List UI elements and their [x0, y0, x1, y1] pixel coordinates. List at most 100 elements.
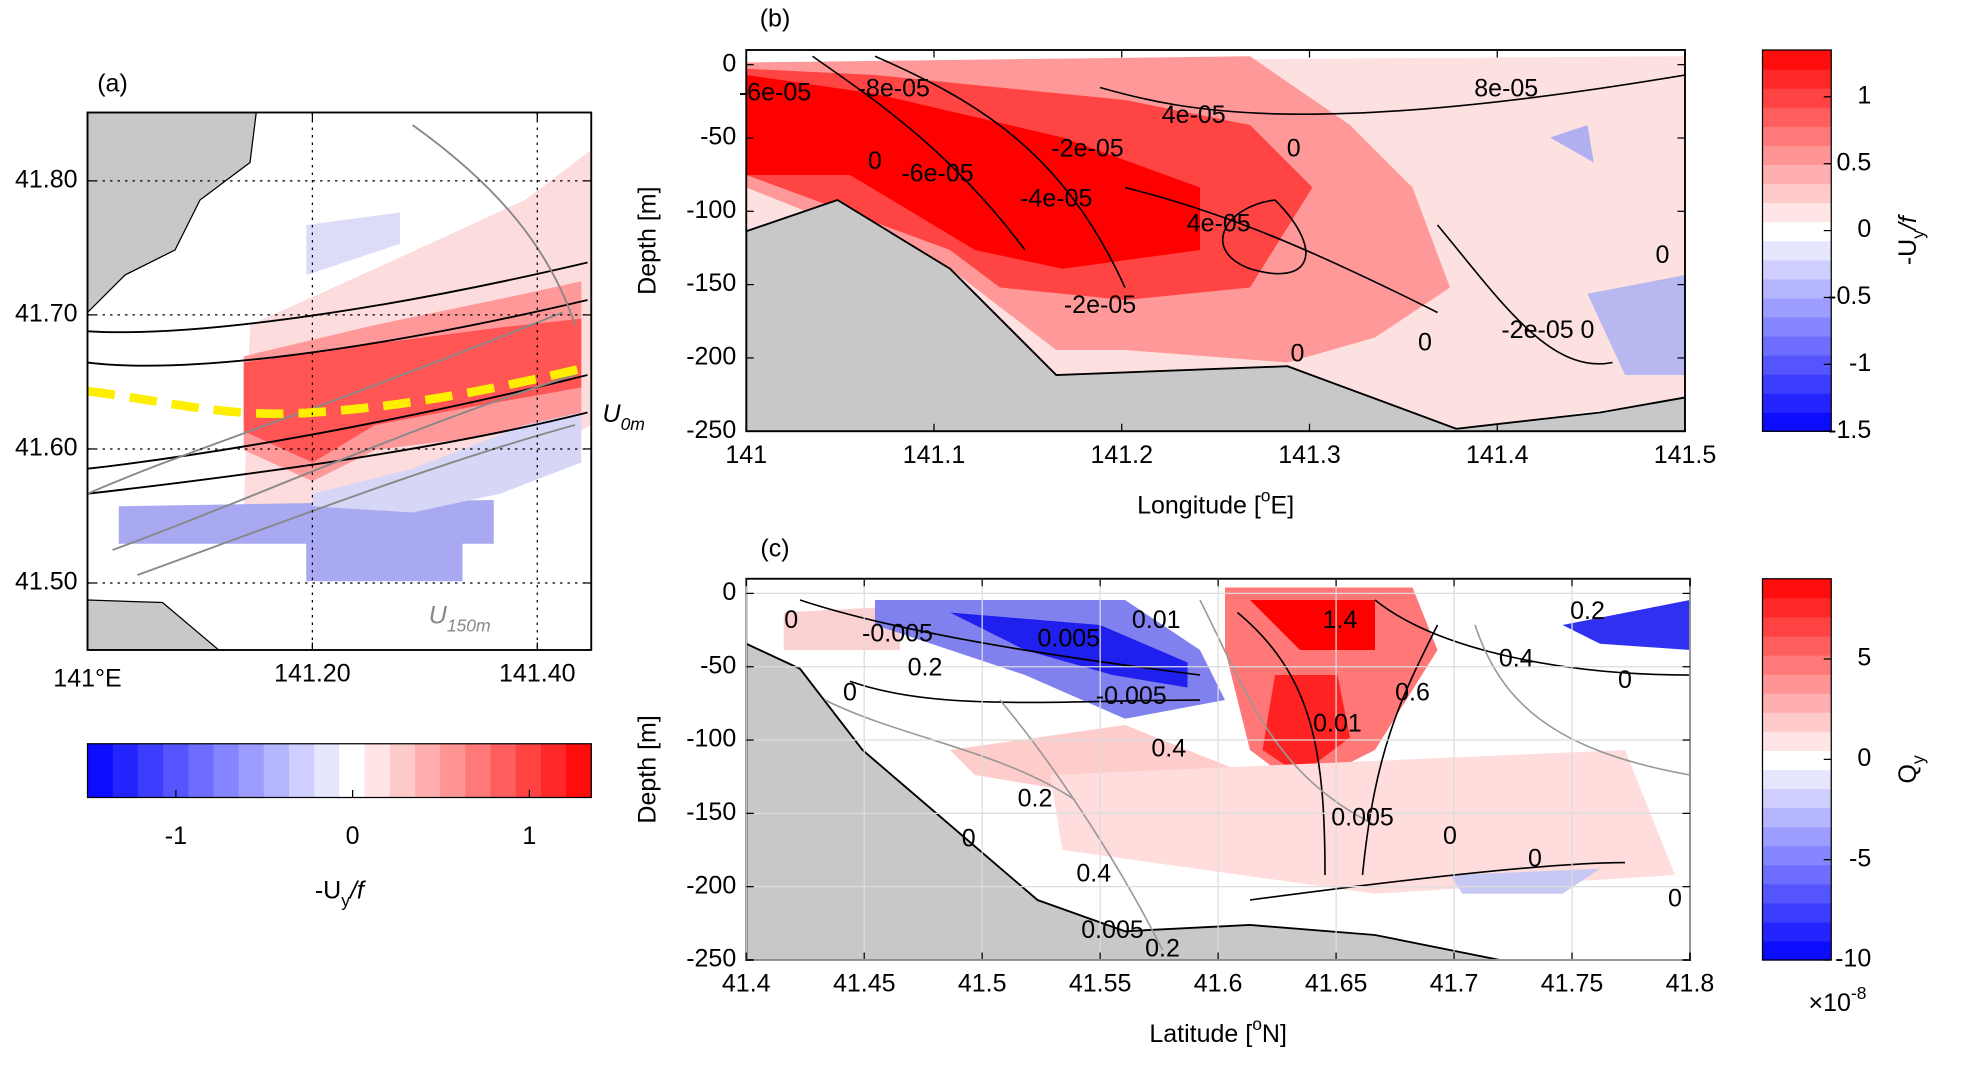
- x-tick-label: 41.8: [1666, 970, 1715, 998]
- y-axis-label: Depth [m]: [633, 715, 661, 823]
- colorbar-swatch: [1762, 393, 1832, 413]
- colorbar-swatch: [1762, 221, 1832, 242]
- colorbar-swatch: [414, 743, 441, 798]
- contour-label: 0: [1418, 328, 1432, 356]
- colorbar-swatch: [238, 743, 265, 798]
- colorbar-swatch: [1762, 145, 1832, 165]
- contour-label: 0: [1291, 340, 1305, 368]
- colorbar-swatch: [1762, 940, 1832, 961]
- x-tick-label: 41.55: [1069, 970, 1132, 998]
- colorbar-swatch: [1762, 845, 1832, 866]
- contour-label: 0.6: [1395, 678, 1430, 706]
- colorbar-swatch: [188, 743, 215, 798]
- annotation: U150m: [429, 601, 491, 635]
- contour-label: 0.005: [1331, 803, 1394, 831]
- contour-label: 1.4: [1323, 606, 1358, 634]
- colorbar-swatch: [1762, 69, 1832, 89]
- colorbar-swatch: [1762, 674, 1832, 694]
- contour-label: -2e-05: [1501, 316, 1573, 344]
- text-part: y: [1907, 755, 1927, 764]
- colorbar-swatch: [1762, 259, 1832, 280]
- contour-label: 4e-05: [1187, 210, 1251, 238]
- y-tick-label: -200: [686, 343, 736, 371]
- x-tick-label: 141.1: [903, 441, 966, 469]
- colorbar-swatch: [314, 743, 340, 798]
- contour-label: 0.4: [1499, 645, 1534, 673]
- x-tick-label: 41.6: [1194, 970, 1243, 998]
- text-part: Q: [1893, 764, 1921, 783]
- y-tick-label: -200: [686, 871, 736, 899]
- map-field: [87, 112, 592, 650]
- x-tick-label: 141.4: [1466, 441, 1529, 469]
- colorbar-swatch: [1762, 712, 1832, 732]
- plot-frame: [86, 111, 593, 651]
- y-tick-label: -100: [686, 725, 736, 753]
- colorbar-swatch: [1762, 864, 1832, 885]
- text-part: -U: [1893, 239, 1921, 265]
- x-tick-label: 141: [725, 441, 767, 469]
- colorbar-swatch: [1762, 578, 1832, 599]
- text-part: Latitude [: [1149, 1020, 1252, 1048]
- x-tick-label: 141.2: [1090, 441, 1153, 469]
- colorbar-frame: [86, 743, 592, 799]
- contour-label: 0.4: [1151, 735, 1186, 763]
- text-part: -8: [1851, 982, 1867, 1002]
- colorbar-tick-label: 0: [346, 822, 360, 850]
- colorbar-swatch: [1762, 50, 1832, 70]
- colorbar-swatch: [490, 743, 517, 798]
- y-tick-label: -50: [700, 651, 736, 679]
- colorbar-tick-label: 0: [1857, 215, 1871, 243]
- contour-label: -0.005: [862, 620, 933, 648]
- colorbar-tick-label: -10: [1835, 945, 1871, 973]
- colorbar-swatch: [1762, 693, 1832, 713]
- contour-label: 0.4: [1076, 860, 1111, 888]
- x-tick-label: 41.4: [722, 970, 771, 998]
- colorbar-swatch: [1762, 769, 1832, 790]
- contour-label: -4e-05: [1020, 185, 1092, 213]
- colorbar-swatch: [213, 743, 240, 798]
- colorbar-tick-label: -0.5: [1828, 282, 1871, 310]
- colorbar-swatch: [1762, 335, 1832, 356]
- text-part: E]: [1271, 491, 1295, 519]
- x-tick-label: 41.65: [1305, 970, 1368, 998]
- panel-label: (c): [760, 535, 789, 563]
- colorbar-swatch: [1762, 883, 1832, 904]
- y-tick-label: 41.60: [15, 434, 78, 462]
- colorbar-swatch: [1762, 202, 1832, 223]
- colorbar-swatch: [1762, 297, 1832, 318]
- colorbar-swatch: [1762, 731, 1832, 751]
- colorbar-swatch: [389, 743, 416, 798]
- text-part: o: [1261, 485, 1271, 505]
- panel-label: (b): [760, 5, 791, 33]
- y-tick-label: -50: [700, 123, 736, 151]
- colorbar-swatch: [1762, 412, 1832, 432]
- colorbar-swatch: [1762, 655, 1832, 675]
- contour-label: 0.2: [908, 653, 943, 681]
- y-tick-label: 41.80: [15, 165, 78, 193]
- contour-label: 0: [1656, 241, 1670, 269]
- text-part: U: [429, 601, 448, 629]
- x-tick-label: 41.5: [958, 970, 1007, 998]
- contour-label: -8e-05: [858, 75, 930, 103]
- panel-label: (a): [97, 70, 128, 98]
- contour-label: 0.005: [1037, 625, 1100, 653]
- colorbar-swatch: [1762, 316, 1832, 337]
- text-part: 150m: [447, 615, 491, 635]
- y-tick-label: -150: [686, 798, 736, 826]
- colorbar-tick-label: 5: [1857, 644, 1871, 672]
- colorbar-swatch: [465, 743, 492, 798]
- colorbar-tick-label: -1.5: [1828, 416, 1871, 444]
- contour-label: 4e-05: [1162, 101, 1226, 129]
- colorbar-swatch: [440, 743, 466, 798]
- colorbar-swatch: [1762, 278, 1832, 299]
- contour-label: 0: [784, 606, 798, 634]
- y-tick-label: -150: [686, 269, 736, 297]
- colorbar-swatch: [1762, 88, 1832, 108]
- colorbar-swatch: [137, 743, 164, 798]
- colorbar-label: -Uy/f: [315, 876, 367, 910]
- colorbar-swatch: [87, 743, 114, 798]
- colorbar-swatch: [1762, 240, 1832, 261]
- x-tick-label: 141.3: [1278, 441, 1341, 469]
- colorbar-swatch: [263, 743, 290, 798]
- contour-label: 0: [962, 825, 976, 853]
